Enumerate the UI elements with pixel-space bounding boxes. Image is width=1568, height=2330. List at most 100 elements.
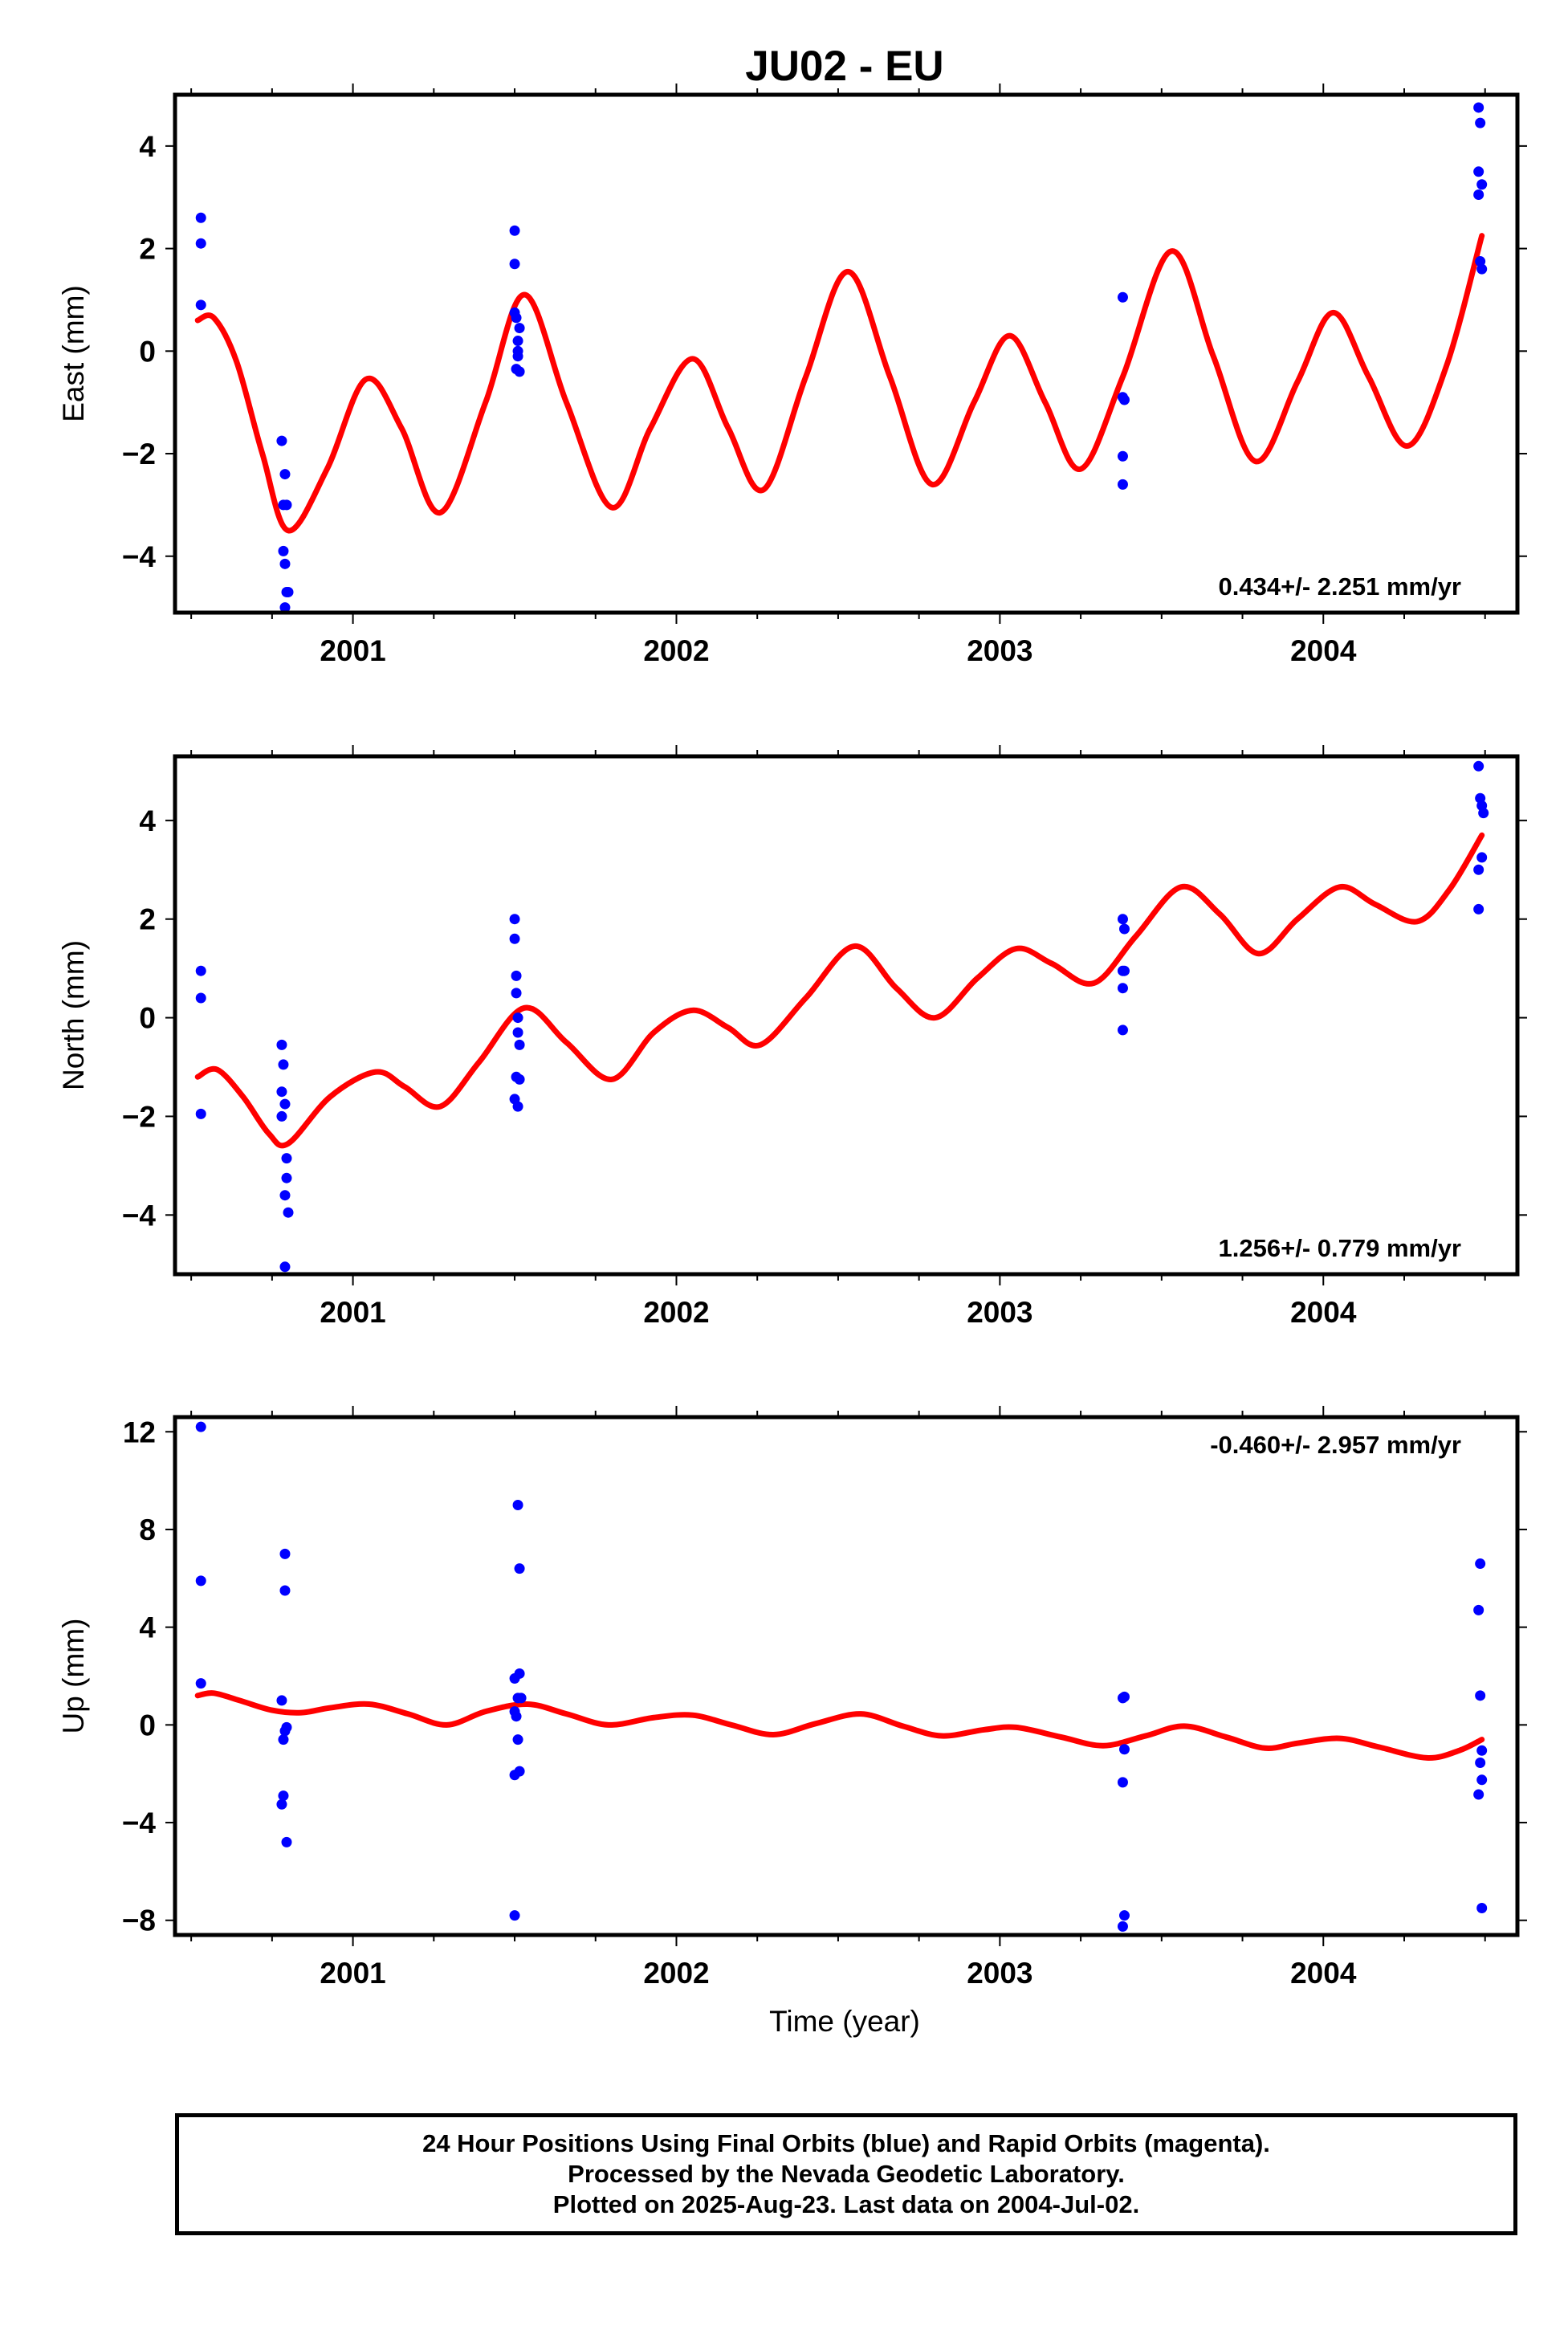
data-point [1473,760,1485,772]
data-point [1476,263,1488,275]
plot-frame-north [173,754,1520,1277]
data-point [1473,1789,1485,1800]
data-point [279,1098,291,1110]
data-point [1473,166,1485,177]
data-point [1117,1024,1128,1036]
data-point [512,1027,523,1038]
data-point [1117,914,1128,925]
data-point [1478,808,1489,819]
data-point [278,1734,289,1745]
data-point [1475,1758,1486,1769]
data-point [276,1086,287,1098]
y-tick-label: 4 [139,805,156,837]
data-point [195,299,206,311]
data-point [514,1073,525,1085]
x-tick-label: 2001 [320,634,385,667]
data-point [283,586,294,597]
data-point [1476,1745,1488,1756]
y-tick-label: 4 [139,1611,156,1644]
y-tick-label: 2 [139,903,156,936]
data-point [283,1207,294,1218]
data-point [1476,1774,1488,1786]
y-axis-label-east: East (mm) [57,285,90,422]
data-point [512,351,523,362]
data-point [515,1693,527,1704]
y-tick-label: −2 [122,1100,156,1133]
data-point [511,988,522,999]
data-point [509,225,520,236]
data-point [195,238,206,249]
data-point [509,933,520,944]
x-tick-label: 2004 [1290,1296,1357,1329]
rate-annotation-up: -0.460+/- 2.957 mm/yr [1210,1431,1461,1459]
data-point [1476,1903,1488,1914]
data-point [281,1172,292,1183]
data-point [195,965,206,976]
data-point [279,469,291,480]
data-point [1473,102,1485,113]
x-tick-label: 2002 [643,1296,709,1329]
y-axis-label-up: Up (mm) [57,1619,90,1734]
caption-box: 24 Hour Positions Using Final Orbits (bl… [175,2113,1517,2235]
data-point [195,212,206,223]
data-point [1476,852,1488,863]
y-tick-label: 0 [139,335,156,368]
data-point [514,323,525,334]
x-tick-label: 2004 [1290,634,1357,667]
data-point [279,602,291,613]
data-point [1473,189,1485,201]
y-tick-label: 12 [123,1416,156,1448]
x-tick-label: 2004 [1290,1957,1357,1990]
data-point [276,1695,287,1706]
data-point [1117,1921,1128,1932]
data-point [195,1678,206,1689]
data-point [276,435,287,446]
x-tick-label: 2002 [643,1957,709,1990]
data-point [1475,1690,1486,1701]
data-point [511,312,522,324]
data-point [514,1563,525,1574]
data-point [1475,1558,1486,1570]
data-point [512,1500,523,1511]
data-point [514,1668,525,1679]
y-tick-label: −4 [122,1807,157,1839]
data-point [1118,923,1130,935]
data-point [509,1910,520,1921]
chart-panel-north: 2001 2002 2003 2004 −4 −2 0 2 4 North (mm) 1.256+/… [57,745,1527,1329]
data-point [278,1059,289,1070]
y-tick-label: 4 [139,130,156,163]
data-point [279,1548,291,1559]
data-point [1117,392,1128,403]
y-tick-label: 0 [139,1002,156,1035]
data-point [512,1101,523,1112]
data-point [1118,965,1130,976]
data-point [514,366,525,377]
data-point [195,1421,206,1432]
y-tick-label: −4 [122,540,157,573]
y-tick-label: −8 [122,1904,156,1937]
data-point [1473,1604,1485,1615]
data-point [511,1711,522,1722]
caption-line-3: Plotted on 2025-Aug-23. Last data on 200… [552,2190,1140,2218]
data-point [195,992,206,1004]
data-point [281,1153,292,1164]
plot-frame-east [173,92,1520,615]
caption-line-2: Processed by the Nevada Geodetic Laborat… [568,2160,1125,2188]
y-tick-label: 2 [139,233,156,266]
y-tick-label: 0 [139,1709,156,1741]
data-point [1117,1777,1128,1788]
data-point [511,970,522,981]
x-tick-label: 2003 [967,1296,1032,1329]
model-curve-north [194,832,1485,1149]
data-point [195,1108,206,1119]
data-point [1473,864,1485,875]
data-point [279,1585,291,1596]
data-point [279,558,291,569]
data-point [1476,179,1488,190]
x-tick-label: 2002 [643,634,709,667]
caption-line-1: 24 Hour Positions Using Final Orbits (bl… [422,2129,1270,2157]
model-curve-up [194,1690,1485,1761]
x-tick-label: 2003 [967,634,1032,667]
